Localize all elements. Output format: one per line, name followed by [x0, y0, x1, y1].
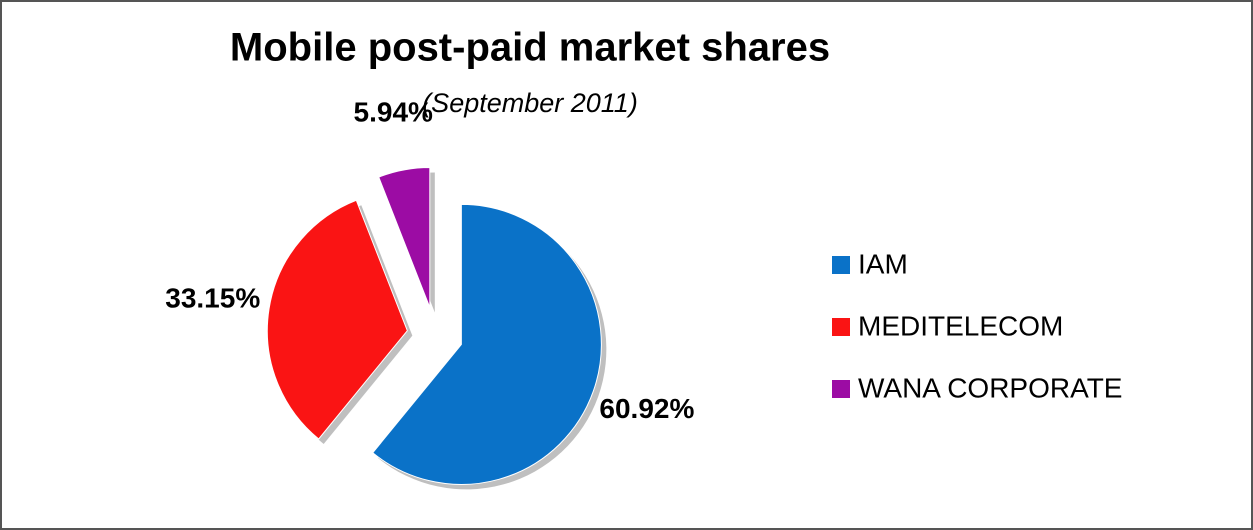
legend-label: MEDITELECOM — [858, 310, 1063, 341]
legend-label: WANA CORPORATE — [858, 372, 1122, 403]
pie-slice — [266, 199, 408, 440]
data-label: 33.15% — [165, 282, 260, 313]
legend-swatch — [832, 256, 850, 274]
legend-swatch — [832, 318, 850, 336]
pie-slice — [378, 166, 431, 308]
pie-slice — [372, 203, 602, 485]
data-label: 60.92% — [599, 393, 694, 424]
legend-swatch — [832, 380, 850, 398]
legend-label: IAM — [858, 248, 908, 279]
chart-title: Mobile post-paid market shares — [230, 26, 830, 70]
data-label: 5.94% — [354, 96, 433, 127]
chart-subtitle: (September 2011) — [422, 88, 638, 118]
